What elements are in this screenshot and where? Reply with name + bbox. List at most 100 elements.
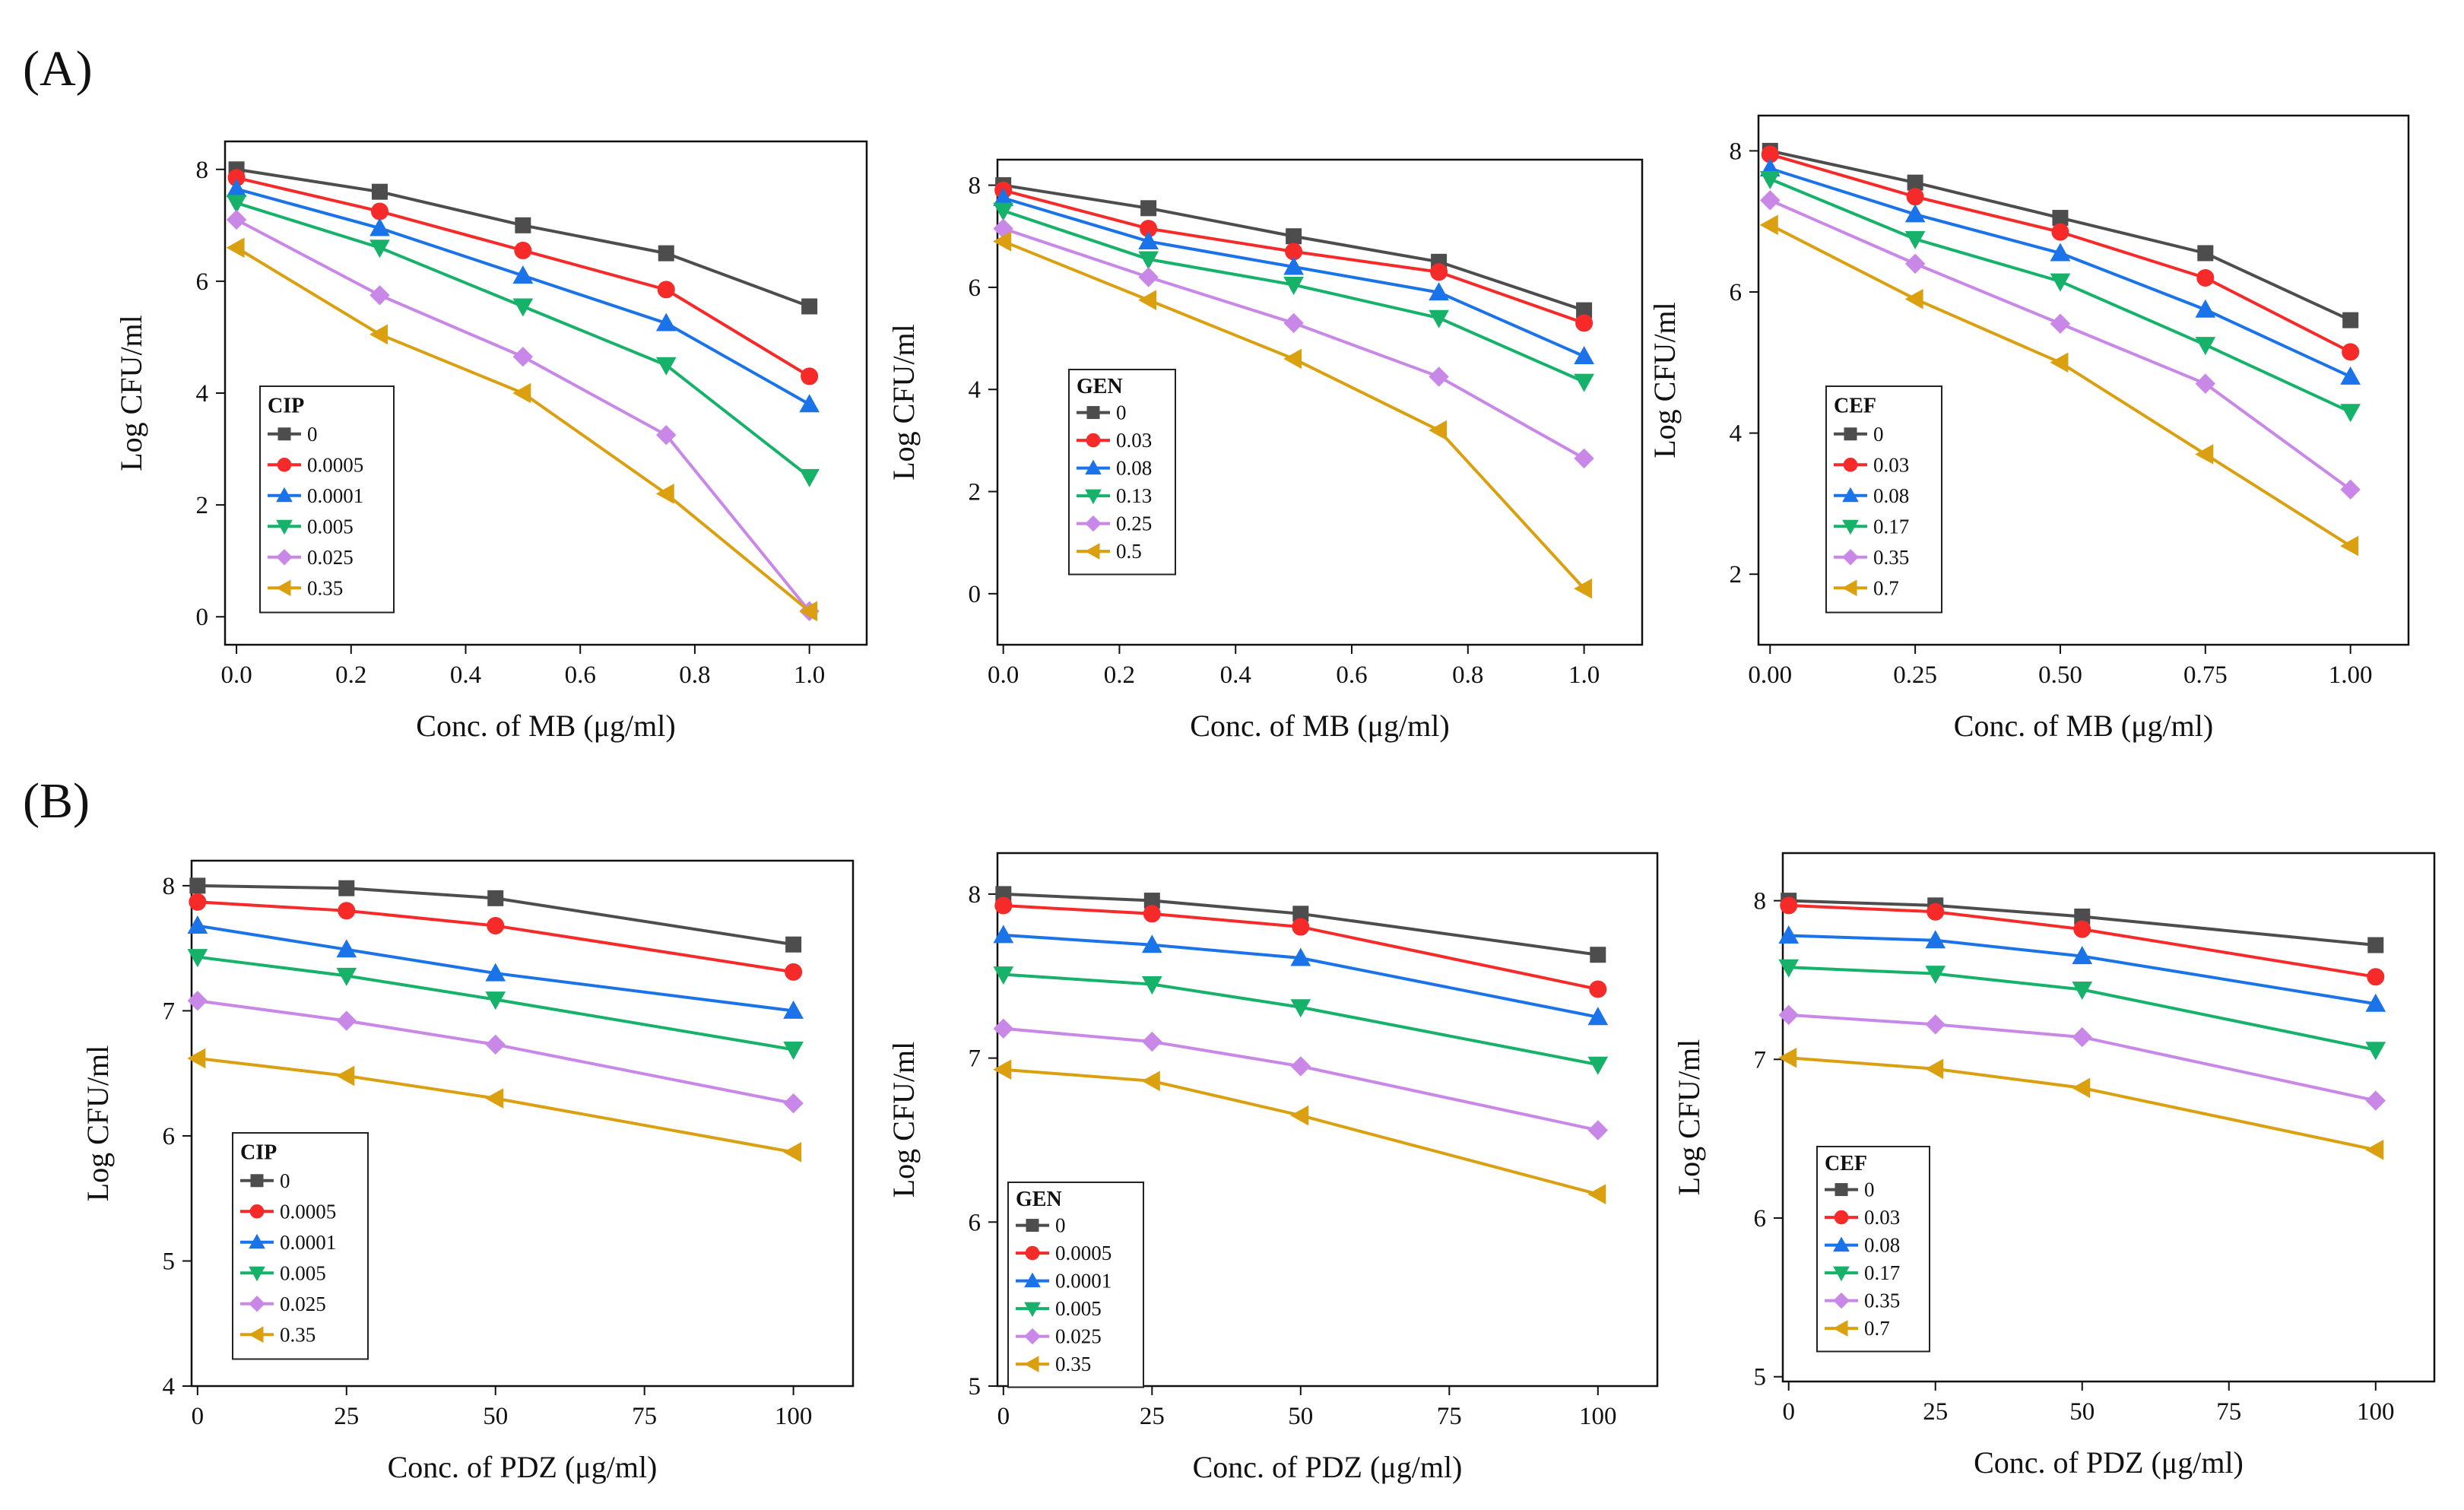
- data-point-0.025: [226, 209, 247, 230]
- data-point-0.0005: [1589, 980, 1607, 998]
- legend-marker-0.7: [1841, 579, 1857, 597]
- data-point-0.35: [226, 237, 245, 259]
- data-point-0.03: [1780, 896, 1798, 915]
- x-tick-label: 100: [775, 1403, 813, 1430]
- legend-label-0.0001: 0.0001: [1055, 1270, 1111, 1293]
- y-tick-label: 8: [969, 173, 981, 200]
- data-point-0.35: [1904, 253, 1926, 274]
- legend-label-0.35: 0.35: [280, 1323, 316, 1346]
- data-point-0.025: [485, 1034, 506, 1055]
- legend-label-0.5: 0.5: [1116, 540, 1142, 563]
- data-point-0.005: [799, 468, 820, 487]
- legend-title: CEF: [1834, 394, 1876, 417]
- x-tick-label: 0.50: [2038, 661, 2082, 689]
- y-tick-label: 2: [1730, 561, 1743, 588]
- legend-marker-0.03: [1834, 1210, 1849, 1225]
- legend-label-0.08: 0.08: [1873, 484, 1909, 507]
- legend-marker-0: [1835, 1183, 1848, 1197]
- legend-label-0.005: 0.005: [280, 1261, 326, 1284]
- legend-label-0: 0: [1864, 1178, 1875, 1201]
- x-tick-label: 0.4: [450, 661, 481, 689]
- data-point-0.03: [2342, 343, 2360, 361]
- legend-label-0.35: 0.35: [1873, 546, 1909, 569]
- data-point-0.35: [655, 484, 674, 504]
- series-line-0.025: [197, 999, 794, 1106]
- series-line-0.35: [1788, 1013, 2377, 1102]
- x-axis-title: Conc. of MB (μg/ml): [1190, 709, 1449, 743]
- series-line-0: [197, 883, 794, 947]
- legend: GEN 0 0.03 0.08 0.13 0.25 0.5: [1068, 369, 1176, 576]
- x-tick-label: 50: [2069, 1398, 2095, 1426]
- y-tick-label: 2: [196, 492, 209, 519]
- legend-label-0.03: 0.03: [1873, 453, 1909, 476]
- y-tick-label: 5: [163, 1248, 176, 1275]
- data-point-0.17: [2195, 337, 2216, 356]
- chart-2: 0.0 0.2 0.4 0.6 0.8 1.0 0 2 4 6 8 Conc. of MB (μg/m…: [886, 158, 1644, 743]
- data-point-0.0001: [512, 265, 534, 284]
- y-tick-label: 0: [969, 581, 981, 608]
- x-axis-title: Conc. of PDZ (μg/ml): [388, 1450, 658, 1484]
- x-tick-label: 0.6: [565, 661, 596, 689]
- y-tick-label: 4: [969, 376, 981, 404]
- data-point-0.35: [1290, 1105, 1309, 1126]
- legend-label-0.35: 0.35: [1055, 1353, 1091, 1375]
- data-point-0: [1590, 947, 1606, 963]
- y-tick-label: 8: [1730, 138, 1743, 165]
- legend: GEN 0 0.0005 0.0001 0.005 0.025 0.35: [1007, 1182, 1144, 1388]
- data-point-0.0001: [485, 963, 506, 982]
- legend-marker-0.17: [1842, 519, 1859, 535]
- legend-label-0.0005: 0.0005: [307, 453, 363, 476]
- series-line-0.0001: [1003, 933, 1599, 1019]
- series-line-0.03: [1788, 903, 2377, 979]
- legend-label-0.0005: 0.0005: [1055, 1242, 1111, 1264]
- series-line-0.005: [197, 955, 794, 1052]
- plot-frame: [1757, 114, 2410, 646]
- legend-label-0.0001: 0.0001: [307, 484, 363, 507]
- data-point-0: [801, 298, 818, 315]
- data-point-0: [1140, 200, 1157, 217]
- data-point-0.0001: [369, 217, 390, 236]
- legend-label-0.025: 0.025: [1055, 1325, 1102, 1348]
- legend-label-0.005: 0.005: [307, 515, 354, 538]
- series-line-0.35: [197, 1056, 794, 1154]
- data-point-0.25: [1429, 366, 1449, 387]
- legend-label-0.03: 0.03: [1864, 1206, 1900, 1229]
- legend-marker-0.0005: [249, 1204, 265, 1219]
- y-tick-label: 8: [1754, 888, 1767, 915]
- data-point-0.005: [783, 1041, 804, 1060]
- data-point-0.0001: [783, 1000, 804, 1019]
- data-point-0.17: [1778, 959, 1800, 978]
- data-point-0.0001: [1141, 934, 1162, 953]
- data-point-0.005: [336, 967, 357, 986]
- x-tick-label: 0: [1782, 1398, 1795, 1426]
- data-point-0: [371, 183, 388, 200]
- data-point-0.35: [369, 324, 388, 345]
- chart-4: 0 25 50 75 100 4 5 6 7 8 Conc. of PDZ (μg/ml) Log C…: [81, 859, 855, 1484]
- data-point-0.35: [1925, 1014, 1946, 1035]
- data-point-0: [2197, 245, 2214, 262]
- data-point-0: [2052, 210, 2069, 227]
- data-point-0: [2367, 937, 2384, 953]
- legend-title: GEN: [1077, 375, 1123, 398]
- legend-label-0.08: 0.08: [1116, 457, 1152, 480]
- data-point-0.0005: [487, 917, 505, 935]
- x-tick-label: 25: [334, 1403, 359, 1430]
- data-point-0.0005: [370, 202, 388, 220]
- y-axis-title: Log CFU/ml: [81, 1045, 115, 1202]
- legend-marker-0.005: [1024, 1302, 1041, 1318]
- y-tick-label: 0: [196, 604, 209, 631]
- x-tick-label: 0: [997, 1403, 1010, 1430]
- legend-label-0.08: 0.08: [1864, 1234, 1900, 1257]
- x-tick-label: 0.0: [988, 661, 1019, 689]
- panel-label-a: (A): [23, 41, 93, 97]
- data-point-0.0001: [187, 915, 208, 934]
- y-tick-label: 7: [969, 1045, 981, 1073]
- x-tick-label: 50: [483, 1403, 508, 1430]
- y-tick-label: 7: [1754, 1046, 1767, 1074]
- data-point-0.005: [226, 195, 247, 214]
- series-line-0.0005: [1003, 904, 1599, 991]
- data-point-0.35: [1587, 1184, 1606, 1204]
- data-point-0.025: [1142, 1031, 1162, 1052]
- y-tick-label: 6: [163, 1123, 176, 1150]
